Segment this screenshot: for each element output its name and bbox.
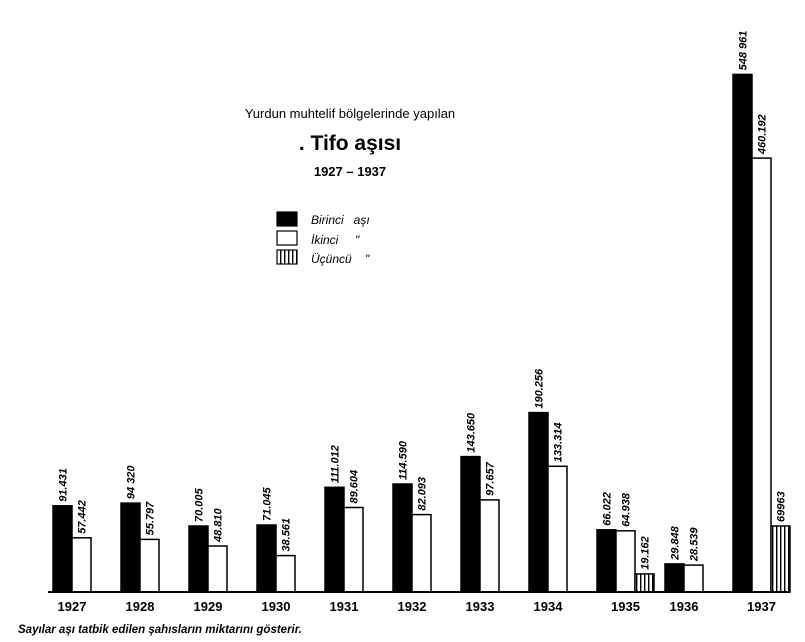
bar-birinci-1927 xyxy=(52,505,73,593)
bar-ikinci-1930 xyxy=(275,554,296,593)
value-label-ikinci-1936: 28.539 xyxy=(689,527,701,563)
bar-birinci-1935 xyxy=(596,529,617,593)
bar-ikinci-1927 xyxy=(71,537,92,593)
legend-swatch-ucuncu xyxy=(276,249,298,265)
bar-birinci-1929 xyxy=(188,525,209,593)
value-label-birinci-1934: 190.256 xyxy=(534,368,546,409)
bar-ikinci-1937 xyxy=(751,157,772,593)
bar-ikinci-1934 xyxy=(547,465,568,593)
bar-ucuncu-1935 xyxy=(634,573,655,593)
x-tick-label-1927: 1927 xyxy=(58,599,87,614)
year-labels-layer: 1927 1928 1929 1930 1931 1932 1933 1934 1935 1936… xyxy=(58,599,776,614)
footnote: Sayılar aşı tatbik edilen şahısların mik… xyxy=(18,624,302,636)
value-label-birinci-1935: 66.022 xyxy=(602,492,614,526)
chart-year-range: 1927 – 1937 xyxy=(314,164,386,179)
value-label-birinci-1930: 71.045 xyxy=(262,486,274,521)
bar-birinci-1934 xyxy=(528,411,549,593)
bar-ikinci-1928 xyxy=(139,538,160,593)
value-label-birinci-1929: 70.005 xyxy=(194,487,206,522)
bar-ikinci-1929 xyxy=(207,545,228,593)
value-label-birinci-1927: 91.431 xyxy=(58,468,70,502)
value-label-ucuncu-1937: 69963 xyxy=(776,491,788,522)
bar-birinci-1928 xyxy=(120,502,141,593)
legend-swatch-birinci xyxy=(276,211,298,227)
x-tick-label-1932: 1932 xyxy=(398,599,427,614)
bar-ikinci-1931 xyxy=(343,506,364,593)
value-label-ikinci-1928: 55.797 xyxy=(145,501,157,536)
value-labels-layer: 91.431 57.442 94 320 55.797 70.005 48.810 71.0… xyxy=(58,31,788,570)
bar-ucuncu-1937 xyxy=(770,525,791,593)
legend-swatch-ikinci xyxy=(276,230,298,246)
legend-label-birinci: Birinci aşı xyxy=(311,213,370,227)
bar-birinci-1931 xyxy=(324,486,345,593)
bar-birinci-1933 xyxy=(460,455,481,593)
value-label-birinci-1928: 94 320 xyxy=(126,465,138,500)
bar-ikinci-1933 xyxy=(479,499,500,593)
value-label-ikinci-1935: 64.938 xyxy=(621,492,633,527)
x-tick-label-1928: 1928 xyxy=(126,599,155,614)
legend: Birinci aşı İkinci " Üçüncü " xyxy=(276,211,370,266)
bar-ikinci-1936 xyxy=(683,564,704,593)
x-tick-label-1930: 1930 xyxy=(262,599,291,614)
chart-subtitle: Yurdun muhtelif bölgelerinde yapılan xyxy=(245,106,455,121)
value-label-ikinci-1927: 57.442 xyxy=(77,500,89,534)
x-tick-label-1929: 1929 xyxy=(194,599,223,614)
value-label-ikinci-1933: 97.657 xyxy=(485,461,497,496)
x-tick-label-1935: 1935 xyxy=(611,599,640,614)
x-tick-label-1937: 1937 xyxy=(747,599,776,614)
bar-birinci-1932 xyxy=(392,483,413,593)
bar-birinci-1930 xyxy=(256,524,277,593)
x-tick-label-1936: 1936 xyxy=(670,599,699,614)
x-tick-label-1933: 1933 xyxy=(466,599,495,614)
bar-ikinci-1935 xyxy=(615,530,636,593)
legend-label-ucuncu: Üçüncü " xyxy=(311,252,370,266)
x-tick-label-1931: 1931 xyxy=(330,599,359,614)
value-label-birinci-1932: 114.590 xyxy=(398,440,410,480)
value-label-ikinci-1932: 82.093 xyxy=(417,477,429,511)
chart-title: . Tifo aşısı xyxy=(299,132,401,155)
bar-birinci-1936 xyxy=(664,563,685,593)
value-label-birinci-1936: 29.848 xyxy=(670,525,682,561)
value-label-ikinci-1931: 89.604 xyxy=(349,470,361,504)
bars-layer xyxy=(52,73,791,593)
value-label-ucuncu-1935: 19.162 xyxy=(640,536,652,570)
legend-label-ikinci: İkinci " xyxy=(311,233,360,247)
value-label-ikinci-1934: 133.314 xyxy=(553,423,565,463)
bar-ikinci-1932 xyxy=(411,513,432,593)
value-label-ikinci-1930: 38.561 xyxy=(281,518,293,552)
value-label-birinci-1931: 111.012 xyxy=(330,445,342,483)
value-label-ikinci-1937: 460.192 xyxy=(757,114,769,155)
value-label-birinci-1933: 143.650 xyxy=(466,412,478,453)
bar-birinci-1937 xyxy=(732,73,753,593)
value-label-birinci-1937: 548 961 xyxy=(738,31,750,71)
value-label-ikinci-1929: 48.810 xyxy=(213,507,225,543)
x-tick-label-1934: 1934 xyxy=(534,599,564,614)
